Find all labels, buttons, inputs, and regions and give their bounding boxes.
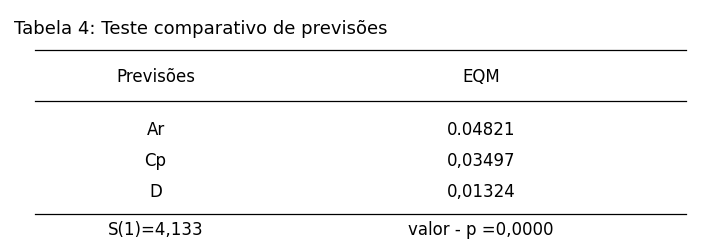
Text: EQM: EQM	[462, 68, 500, 86]
Text: 0,01324: 0,01324	[446, 183, 515, 201]
Text: 0.04821: 0.04821	[447, 120, 515, 138]
Text: S(1)=4,133: S(1)=4,133	[107, 221, 204, 240]
Text: valor - p =0,0000: valor - p =0,0000	[408, 221, 554, 240]
Text: Ar: Ar	[146, 120, 165, 138]
Text: Previsões: Previsões	[116, 68, 195, 86]
Text: 0,03497: 0,03497	[447, 152, 515, 170]
Text: Cp: Cp	[144, 152, 167, 170]
Text: Tabela 4: Teste comparativo de previsões: Tabela 4: Teste comparativo de previsões	[14, 20, 387, 38]
Text: D: D	[149, 183, 162, 201]
